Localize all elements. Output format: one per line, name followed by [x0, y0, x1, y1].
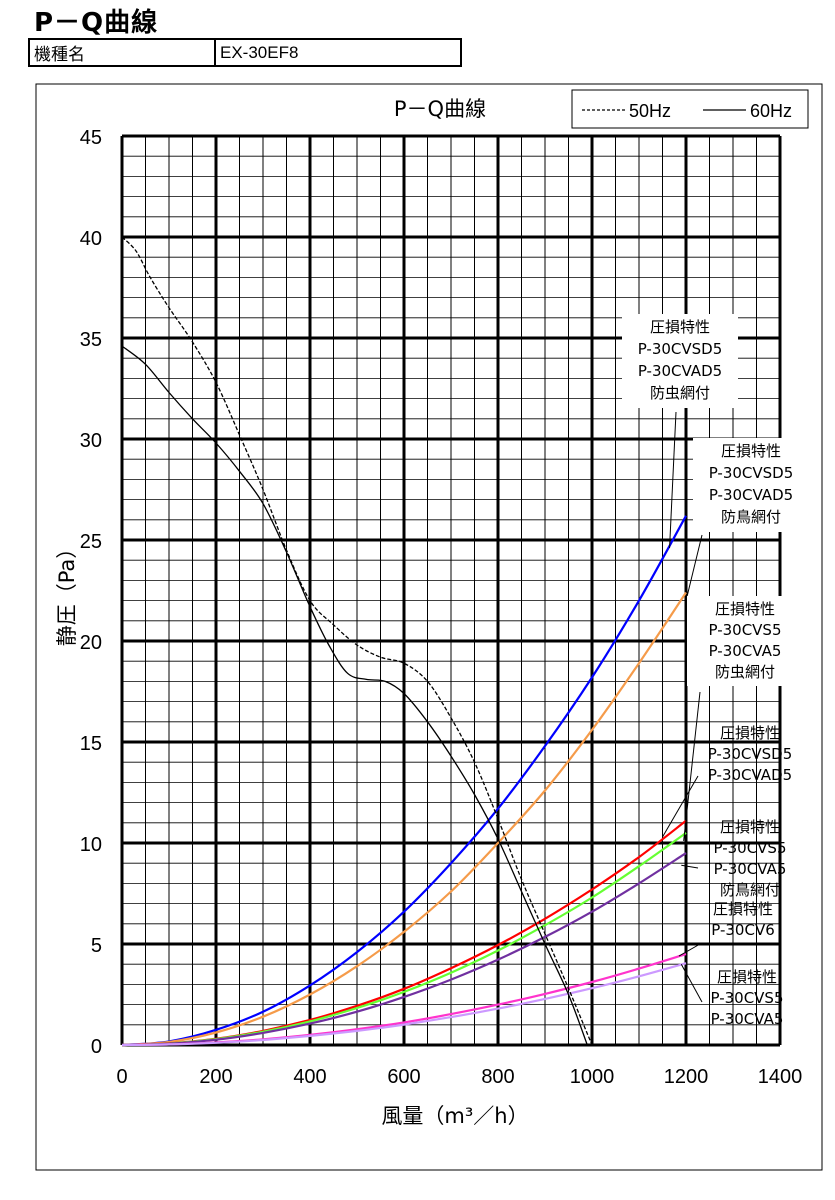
- annotation-label: 圧損特性 P-30CVS5 P-30CVA5: [710, 968, 783, 1028]
- annotation-line: P-30CVSD5: [708, 745, 793, 763]
- y-tick-label: 10: [80, 834, 102, 856]
- x-axis-label: 風量（m³／h）: [381, 1104, 528, 1128]
- y-tick-label: 20: [80, 632, 102, 654]
- pressure-loss-curve: [121, 962, 687, 1047]
- x-tick-label: 200: [199, 1066, 232, 1088]
- page-title: P－Q曲線: [34, 8, 159, 38]
- tick-labels: 0 200 400 600 800 1000 1200 1400 0 5 10 15 20 25 30 35 4…: [80, 127, 803, 1088]
- annotation-background: [687, 596, 803, 686]
- x-tick-label: 400: [293, 1066, 326, 1088]
- annotation-line: P-30CVSD5: [638, 340, 723, 358]
- y-tick-label: 45: [80, 127, 102, 149]
- annotation-leader: [678, 943, 701, 957]
- annotation-line: P-30CVAD5: [709, 486, 793, 504]
- x-tick-label: 1000: [570, 1066, 615, 1088]
- legend-60hz-label: 60Hz: [750, 101, 792, 121]
- annotation-line: 圧損特性: [720, 724, 780, 742]
- annotation-line: 防虫網付: [650, 384, 710, 402]
- annotation-leader: [683, 691, 701, 842]
- y-tick-label: 30: [80, 430, 102, 452]
- annotation-line: 圧損特性: [721, 442, 781, 460]
- curves: [121, 236, 687, 1047]
- annotation-line: P-30CVAD5: [638, 362, 722, 380]
- y-tick-label: 0: [91, 1036, 102, 1058]
- x-tick-label: 0: [116, 1066, 127, 1088]
- annotation-leader: [662, 775, 699, 838]
- annotation-line: P-30CVS5: [713, 839, 786, 857]
- annotation-line: P-30CVA5: [711, 1010, 784, 1028]
- annotation-leader: [680, 963, 703, 1003]
- chart-title: P－Q曲線: [394, 97, 486, 121]
- chart-frame: [35, 83, 823, 1171]
- annotation-line: 圧損特性: [720, 818, 780, 836]
- pressure-loss-curve: [121, 852, 687, 1047]
- legend: 50Hz 60Hz: [571, 89, 809, 129]
- annotation-label: 圧損特性 P-30CVS5 P-30CVA5 防鳥網付: [713, 818, 786, 899]
- fan-curve-50hz: [121, 236, 593, 1046]
- legend-50hz-label: 50Hz: [629, 101, 671, 121]
- annotation-label: 圧損特性 P-30CVSD5 P-30CVAD5 防虫網付: [622, 314, 738, 408]
- model-value: EX-30EF8: [214, 38, 462, 67]
- y-tick-label: 40: [80, 228, 102, 250]
- annotation-line: P-30CVA5: [714, 860, 787, 878]
- grid: [120, 134, 782, 1047]
- x-tick-label: 600: [387, 1066, 420, 1088]
- annotation-line: P-30CVS5: [710, 989, 783, 1007]
- annotation-line: 防鳥網付: [720, 881, 780, 899]
- annotations: 圧損特性P-30CVSD5P-30CVAD5防虫網付圧損特性P-30CVSD5P…: [622, 314, 809, 1028]
- annotation-line: 防鳥網付: [721, 508, 781, 526]
- annotation-line: P-30CV6: [711, 921, 775, 939]
- annotation-background: [693, 438, 809, 532]
- annotation-background: [622, 314, 738, 408]
- y-axis-label: 静圧（Pa）: [55, 538, 79, 647]
- annotation-line: P-30CVA5: [709, 642, 782, 660]
- x-tick-label: 800: [481, 1066, 514, 1088]
- annotation-label: 圧損特性 P-30CVSD5 P-30CVAD5: [708, 724, 793, 784]
- annotation-line: P-30CVS5: [708, 621, 781, 639]
- annotation-line: 圧損特性: [717, 968, 777, 986]
- x-tick-label: 1400: [758, 1066, 803, 1088]
- annotation-line: 圧損特性: [650, 318, 710, 336]
- annotation-leader: [681, 864, 699, 869]
- annotation-line: 防虫網付: [715, 663, 775, 681]
- annotation-label: 圧損特性 P-30CVSD5 P-30CVAD5 防鳥網付: [693, 438, 809, 532]
- annotation-label: 圧損特性 P-30CV6: [711, 900, 775, 939]
- y-tick-label: 35: [80, 329, 102, 351]
- fan-curve-60hz: [121, 345, 588, 1046]
- model-table: 機種名 EX-30EF8: [28, 38, 462, 67]
- pressure-loss-curve: [121, 515, 687, 1047]
- annotation-leaders: [662, 411, 703, 1003]
- y-tick-label: 15: [80, 733, 102, 755]
- annotation-line: 圧損特性: [713, 900, 773, 918]
- pressure-loss-curve: [121, 591, 687, 1047]
- annotation-label: 圧損特性 P-30CVS5 P-30CVA5 防虫網付: [687, 596, 803, 686]
- legend-box: [571, 89, 809, 129]
- annotation-leader: [669, 411, 677, 549]
- annotation-leader: [684, 534, 703, 605]
- annotation-line: 圧損特性: [715, 600, 775, 618]
- y-tick-label: 25: [80, 531, 102, 553]
- x-tick-label: 1200: [664, 1066, 709, 1088]
- model-label: 機種名: [28, 38, 216, 67]
- annotation-line: P-30CVAD5: [708, 766, 792, 784]
- y-tick-label: 5: [91, 935, 102, 957]
- annotation-line: P-30CVSD5: [709, 464, 794, 482]
